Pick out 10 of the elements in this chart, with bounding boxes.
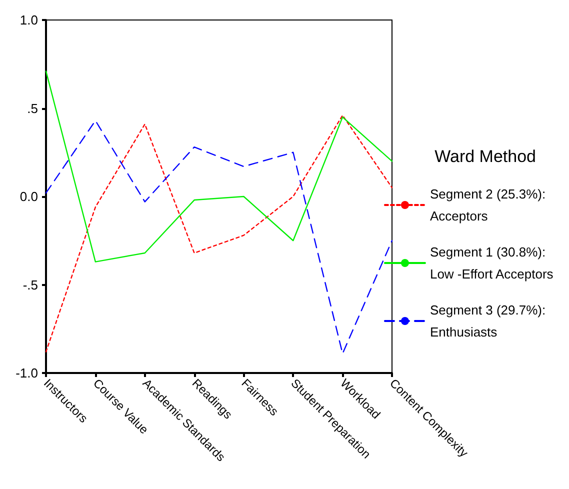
- legend-label: Segment 3 (29.7%): Enthusiasts: [430, 302, 546, 340]
- legend-label: Segment 2 (25.3%): Acceptors: [430, 186, 546, 224]
- y-tick-label: 0.0: [20, 189, 38, 204]
- y-tick-label: .5: [27, 100, 38, 116]
- legend-title: Ward Method: [434, 147, 536, 166]
- line-series: [45, 70, 393, 262]
- y-tick-label: -1.0: [16, 366, 38, 380]
- legend-label: Segment 1 (30.8%): Low -Effort Acceptors: [430, 244, 554, 282]
- y-tick-label: 1.0: [20, 12, 38, 28]
- y-tick-label: -.5: [22, 277, 38, 292]
